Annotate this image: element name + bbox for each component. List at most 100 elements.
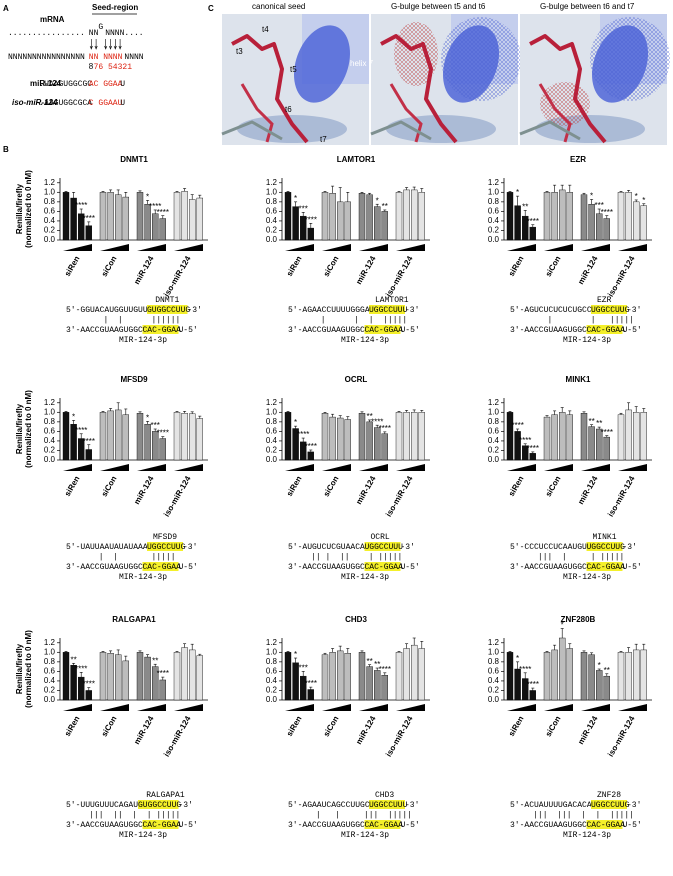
- significance: ****: [519, 436, 531, 445]
- bar: [603, 675, 610, 701]
- target-seq: 5′-AGAAUCAGCCUUGCC: [288, 801, 375, 810]
- bar: [122, 196, 130, 241]
- x-tick-label: siRen: [507, 474, 526, 497]
- significance: ****: [83, 680, 95, 689]
- mirna-name: iso-miR-124: [12, 98, 58, 107]
- y-tick-label: 0.8: [266, 197, 278, 206]
- bar: [551, 414, 558, 461]
- mirna-name: miR-124: [30, 79, 62, 88]
- bar: [85, 225, 93, 241]
- dose-ramp: [581, 244, 610, 251]
- pairing: | | | |||||: [302, 316, 412, 325]
- bar: [136, 413, 144, 461]
- bar: [418, 412, 425, 461]
- mirna-seq: .UAAGUGGCGC: [39, 80, 92, 89]
- target-seq: -3′: [627, 306, 641, 315]
- y-tick-label: 0.0: [266, 235, 278, 244]
- target-seq: 5′-CCCUCCUCAAUGUA: [510, 543, 592, 552]
- y-tick-label: 1.2: [266, 178, 278, 187]
- target-seq: UGGCCUUG: [147, 543, 186, 552]
- chart-title: OCRL: [345, 375, 368, 384]
- dose-ramp: [174, 244, 203, 251]
- significance: *: [294, 650, 297, 659]
- mirna-seq: 3′-AACCGUAAGUGGCG: [510, 563, 592, 572]
- x-tick-label: iso-miR-124: [606, 474, 637, 518]
- pairing: | | |||||: [524, 316, 639, 325]
- dose-ramp: [174, 704, 203, 711]
- gene-name: EZR: [597, 296, 612, 305]
- significance: ****: [75, 664, 87, 673]
- target-seq: 5′-UAUUAAUAUAUAAAA: [66, 543, 153, 552]
- significance: **: [70, 655, 76, 664]
- mirna-tail: U: [120, 99, 125, 108]
- y-tick-label: 1.2: [44, 178, 56, 187]
- bar: [62, 192, 70, 241]
- significance: *: [376, 196, 379, 205]
- mirna-seq: 3′-AACCGUAAGUGGCG: [288, 563, 370, 572]
- y-tick-label: 0.8: [266, 417, 278, 426]
- y-tick-label: 1.0: [44, 407, 56, 416]
- image-caption: canonical seed: [252, 2, 305, 11]
- mirna-seq: U-5′: [401, 326, 420, 335]
- bar: [411, 412, 418, 461]
- bar: [173, 412, 181, 461]
- bar: [543, 192, 551, 241]
- y-tick-label: 0.6: [266, 666, 278, 675]
- mirna-seq: 3′-AACCGUAAGUGGCG: [66, 821, 148, 830]
- dose-ramp: [359, 704, 388, 711]
- significance: ****: [149, 202, 161, 211]
- mirna-name: MIR-124-3p: [341, 573, 389, 582]
- dose-ramp: [359, 464, 388, 471]
- y-tick-label: 0.8: [44, 657, 56, 666]
- mirna-seq: CAC-GGAA: [143, 326, 182, 335]
- y-tick-label: 0.4: [44, 216, 56, 225]
- bar: [381, 211, 388, 241]
- y-tick-label: 0.4: [266, 436, 278, 445]
- significance: *: [72, 413, 75, 422]
- bar: [321, 192, 329, 241]
- target-seq: -3′: [183, 543, 197, 552]
- y-tick-label: 1.2: [488, 638, 500, 647]
- significance: ***: [595, 201, 604, 210]
- target-seq: 5′-ACUAUUUUGACACAC: [510, 801, 597, 810]
- x-tick-label: siCon: [322, 254, 341, 278]
- y-tick-label: 0.6: [44, 666, 56, 675]
- significance: ****: [157, 669, 169, 678]
- y-tick-label: 1.0: [488, 407, 500, 416]
- significance: ****: [371, 417, 383, 426]
- mirna-seq: 3′-AACCGUAAGUGGCG: [510, 821, 592, 830]
- bar: [366, 666, 373, 701]
- mirna-seq: 3′-AACCGUAAGUGGCG: [510, 326, 592, 335]
- target-seq: 5′-AUGUCUCGUAACAU: [288, 543, 370, 552]
- x-tick-label: miR-124: [354, 714, 378, 746]
- bar: [588, 426, 595, 461]
- helix-lower: [237, 115, 347, 143]
- chart-title: ZNF280B: [561, 615, 596, 624]
- y-tick-label: 0.0: [266, 695, 278, 704]
- bar: [114, 409, 122, 461]
- bar: [188, 413, 196, 461]
- seed-highlight: [369, 305, 405, 314]
- dose-ramp: [322, 244, 351, 251]
- bar: [566, 648, 573, 701]
- bar: [551, 649, 558, 701]
- bar: [144, 656, 151, 701]
- target-seq: UGGCCUUU: [365, 543, 404, 552]
- target-seq: GUGGCCUUG: [147, 306, 190, 315]
- bar: [374, 670, 381, 701]
- bar: [529, 226, 536, 241]
- x-tick-label: siRen: [63, 254, 82, 277]
- mirna-name: MIR-124-3p: [563, 336, 611, 345]
- mirna-name: MIR-124-3p: [119, 336, 167, 345]
- x-tick-label: iso-miR-124: [162, 474, 193, 518]
- gene-name: OCRL: [371, 533, 390, 542]
- x-tick-label: siCon: [544, 254, 563, 278]
- seed-highlight: [364, 820, 401, 829]
- dose-ramp: [100, 464, 129, 471]
- dose-ramp: [544, 464, 573, 471]
- target-seq: -3′: [627, 801, 641, 810]
- target-seq: -3′: [401, 543, 415, 552]
- dose-ramp: [544, 704, 573, 711]
